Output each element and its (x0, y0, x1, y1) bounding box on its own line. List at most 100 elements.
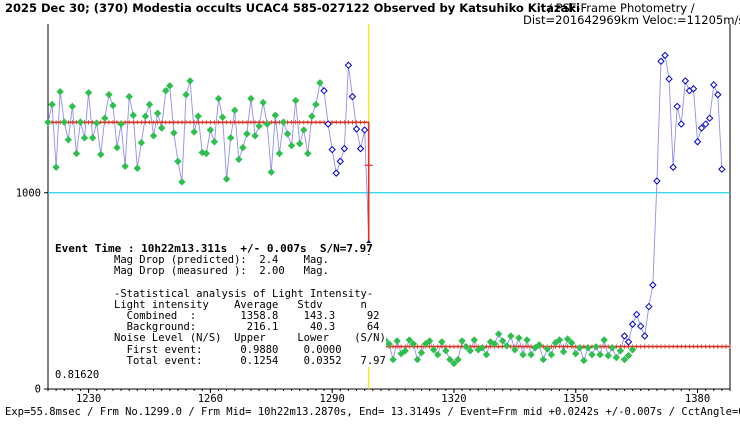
data-point (97, 150, 105, 159)
data-point (503, 342, 511, 350)
data-point (665, 75, 673, 83)
stat-line: Light intensity Average Stdv n (114, 298, 367, 311)
data-point (718, 165, 726, 173)
data-point (166, 82, 174, 90)
data-point (519, 350, 527, 359)
data-point (271, 111, 280, 119)
model-fit-line (48, 121, 730, 348)
data-point (401, 347, 409, 355)
stat-line: Noise Level (N/S) Upper Lower (S/N) (114, 332, 386, 345)
data-point (592, 343, 600, 351)
data-point (624, 338, 633, 346)
data-point (287, 141, 296, 150)
data-point (283, 130, 292, 138)
data-point (624, 351, 633, 360)
chart-subtitle: Dist=201642969km Veloc:=11205m/sec (523, 13, 740, 27)
data-point (210, 138, 219, 146)
data-point (482, 350, 491, 359)
data-point (308, 112, 316, 120)
stat-line (114, 277, 386, 288)
data-point (279, 118, 288, 126)
data-point (531, 344, 539, 352)
data-point (231, 106, 239, 115)
data-point (681, 77, 690, 85)
data-point (64, 136, 73, 144)
data-point (572, 349, 580, 358)
data-point (657, 57, 665, 65)
data-point (535, 341, 543, 349)
data-point (705, 114, 714, 122)
data-point (328, 145, 336, 154)
stat-line: First event: 0.9880 0.0000 (114, 343, 342, 356)
data-point (515, 334, 523, 342)
data-point (555, 336, 564, 344)
y-tick-label: 1000 (16, 187, 41, 199)
data-point (588, 350, 596, 359)
data-point (600, 336, 608, 344)
data-point (425, 337, 434, 345)
x-tick-label: 1380 (685, 393, 710, 405)
data-point (72, 149, 81, 158)
data-point (141, 112, 150, 120)
data-point (125, 92, 133, 101)
data-point (527, 350, 535, 359)
data-point (567, 339, 576, 347)
stat-line: Background: 216.1 40.3 64 (114, 321, 380, 334)
data-point (494, 330, 503, 338)
data-point (239, 143, 247, 152)
data-point (645, 302, 653, 311)
data-point (348, 92, 357, 101)
chart-title-method: / PSF-Frame Photometry / (548, 1, 695, 15)
stat-line: Combined : 1358.8 143.3 92 (114, 309, 380, 322)
data-point (202, 149, 211, 158)
data-point (101, 114, 109, 122)
data-point (446, 355, 454, 364)
data-point (198, 148, 206, 157)
data-point (563, 335, 572, 343)
data-point (421, 340, 430, 348)
data-point (385, 340, 393, 348)
data-point (397, 349, 405, 358)
data-point (48, 100, 56, 109)
data-point (429, 346, 438, 354)
event-time-label: Event Time : 10h22m13.311s +/- 0.007s S/… (55, 242, 373, 255)
data-point (113, 143, 121, 152)
data-point (133, 164, 142, 172)
data-point (324, 120, 332, 128)
data-point (677, 120, 685, 128)
data-point (214, 94, 223, 103)
stat-line-extra: 0.81620 (55, 369, 100, 381)
data-point (291, 96, 300, 105)
data-point (129, 111, 137, 119)
data-point (442, 347, 450, 355)
data-point (60, 118, 68, 126)
data-point (316, 79, 324, 87)
stat-line: Total event: 0.1254 0.0352 7.97 (114, 354, 386, 367)
statistics-panel: Mag Drop (predicted): 2.4 Mag. Mag Drop … (114, 254, 386, 367)
data-point (145, 100, 154, 109)
data-point (620, 355, 629, 364)
data-point (539, 355, 547, 364)
data-point (162, 87, 170, 95)
data-point (710, 81, 718, 89)
data-point (174, 157, 182, 166)
data-point (559, 348, 568, 356)
data-point (413, 355, 422, 364)
data-point (332, 169, 340, 177)
data-point (466, 347, 474, 355)
data-point (693, 138, 702, 146)
data-point (641, 332, 649, 340)
data-point (218, 113, 227, 121)
data-point (450, 359, 458, 368)
data-point (186, 77, 194, 85)
data-point (170, 129, 178, 137)
data-point (551, 339, 560, 347)
data-point (109, 101, 117, 110)
data-point (340, 144, 349, 153)
data-point (235, 155, 243, 164)
data-point (68, 102, 77, 111)
data-point (157, 124, 166, 132)
data-point (523, 336, 531, 344)
data-point (153, 109, 162, 117)
data-point (52, 163, 60, 171)
